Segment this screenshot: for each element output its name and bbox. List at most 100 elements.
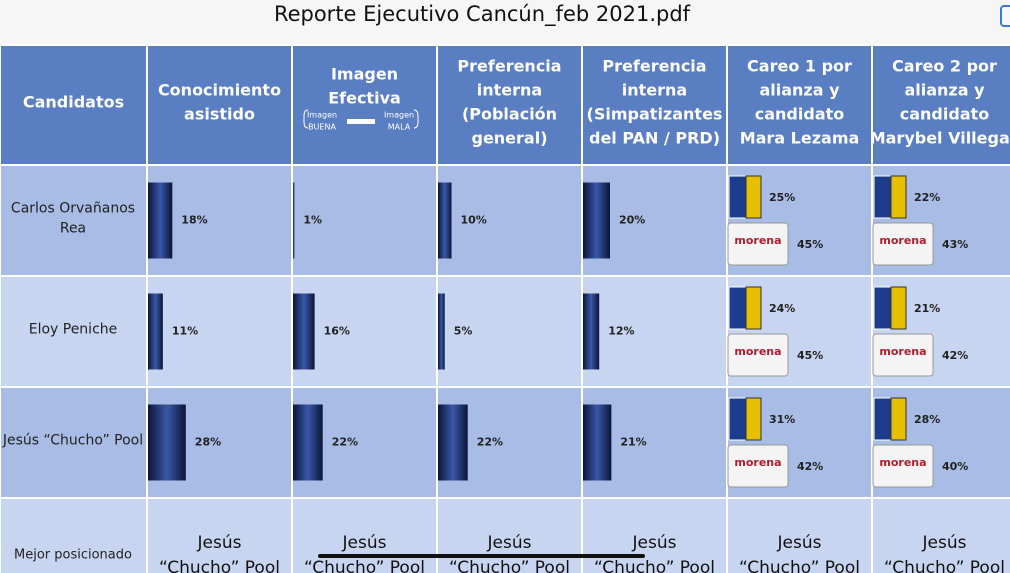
percent-label: 40% — [942, 460, 968, 473]
toolbar — [0, 0, 1010, 45]
column-header: Candidatos — [23, 93, 124, 112]
cell — [436, 497, 583, 573]
column-header: (Simpatizantes — [587, 105, 723, 124]
percent-label: 22% — [477, 436, 503, 449]
best-candidate: “Chucho” Pool — [884, 558, 1005, 573]
morena-logo — [727, 222, 789, 266]
cell — [0, 386, 148, 499]
cell — [291, 164, 438, 277]
prd-logo — [745, 286, 762, 330]
pan-logo — [728, 286, 747, 330]
legend-bracket — [303, 109, 419, 129]
percent-label: 22% — [914, 191, 940, 204]
bar — [583, 404, 612, 481]
prd-logo — [890, 397, 907, 441]
legend-text: MALA — [388, 123, 411, 132]
percent-label: 22% — [332, 436, 358, 449]
bar — [583, 182, 610, 259]
pan-logo — [873, 286, 892, 330]
percent-label: 18% — [181, 214, 207, 227]
percent-label: 1% — [303, 214, 322, 227]
logo-text: morena — [734, 345, 781, 358]
percent-label: 21% — [914, 302, 940, 315]
cell — [146, 44, 293, 166]
percent-label: 45% — [797, 349, 823, 362]
column-header: candidato — [900, 105, 990, 124]
candidate-name: Eloy Peniche — [29, 322, 118, 338]
column-header: alianza y — [759, 81, 840, 100]
cell — [436, 164, 583, 277]
cell — [146, 275, 293, 388]
morena-logo — [872, 222, 934, 266]
best-candidate: “Chucho” Pool — [594, 558, 715, 573]
column-header: Careo 2 por — [892, 57, 997, 76]
bar — [293, 182, 295, 259]
column-header: Imagen — [331, 65, 398, 84]
percent-label: 42% — [942, 349, 968, 362]
column-header: (Población — [462, 105, 557, 124]
bar — [438, 182, 452, 259]
cell — [871, 497, 1010, 573]
column-header: interna — [622, 81, 687, 100]
best-candidate: “Chucho” Pool — [304, 558, 425, 573]
percent-label: 21% — [620, 436, 646, 449]
candidate-name: Jesús “Chucho” Pool — [2, 433, 143, 449]
percent-label: 11% — [172, 325, 198, 338]
pan-logo — [728, 175, 747, 219]
logo-text: morena — [734, 456, 781, 469]
column-header: asistido — [184, 105, 255, 124]
bar — [293, 293, 315, 370]
legend-text: BUENA — [308, 123, 336, 132]
percent-label: 43% — [942, 238, 968, 251]
percent-label: 24% — [769, 302, 795, 315]
table: Candidatos Conocimiento asistido Imagen Efec… — [0, 44, 1010, 573]
column-header: Preferencia — [457, 57, 561, 76]
bar — [148, 404, 186, 481]
morena-logo — [727, 333, 789, 377]
file-title: Reporte Ejecutivo Cancún_feb 2021.pdf — [274, 2, 691, 27]
logo-text: morena — [879, 345, 926, 358]
candidate-name: Rea — [60, 221, 86, 237]
column-header: general) — [471, 129, 547, 148]
cell — [146, 497, 293, 573]
best-candidate: “Chucho” Pool — [739, 558, 860, 573]
column-header: Mara Lezama — [740, 129, 860, 148]
legend-text: Imagen — [384, 111, 414, 120]
bar — [583, 293, 600, 370]
column-header: interna — [477, 81, 542, 100]
cell — [581, 497, 728, 573]
morena-logo — [872, 333, 934, 377]
prd-logo — [745, 175, 762, 219]
cell — [726, 497, 873, 573]
best-candidate: Jesús — [777, 533, 822, 553]
cell — [291, 275, 438, 388]
best-candidate: Jesús — [197, 533, 242, 553]
percent-label: 20% — [619, 214, 645, 227]
best-candidate: “Chucho” Pool — [449, 558, 570, 573]
share-icon[interactable] — [1000, 5, 1010, 27]
column-header: Preferencia — [602, 57, 706, 76]
percent-label: 12% — [608, 325, 634, 338]
column-header: Careo 1 por — [747, 57, 852, 76]
percent-label: 42% — [797, 460, 823, 473]
column-header: candidato — [755, 105, 845, 124]
column-header: Efectiva — [328, 89, 401, 108]
scroll-indicator — [318, 554, 645, 558]
row-label: Mejor posicionado — [14, 548, 132, 563]
best-candidate: Jesús — [632, 533, 677, 553]
candidate-name: Carlos Orvañanos — [11, 201, 135, 217]
logo-text: morena — [879, 234, 926, 247]
prd-logo — [890, 286, 907, 330]
cell — [0, 44, 148, 166]
morena-logo — [872, 444, 934, 488]
column-header: Marybel Villegas — [870, 129, 1010, 148]
percent-label: 10% — [461, 214, 487, 227]
percent-label: 28% — [195, 436, 221, 449]
logo-text: morena — [879, 456, 926, 469]
morena-logo — [727, 444, 789, 488]
best-candidate: Jesús — [922, 533, 967, 553]
cell — [291, 497, 438, 573]
bar — [293, 404, 323, 481]
cell — [0, 164, 148, 277]
